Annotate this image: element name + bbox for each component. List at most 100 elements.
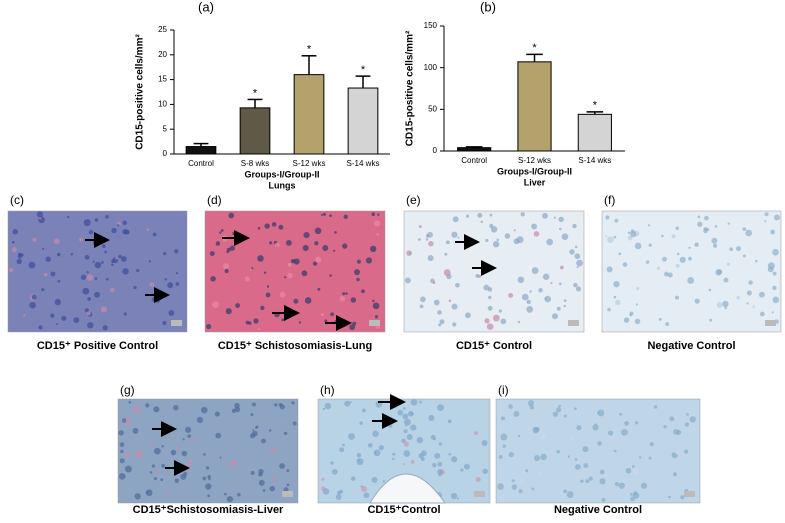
cell: [533, 231, 540, 237]
cell: [575, 286, 582, 292]
cell: [486, 323, 494, 330]
cell: [428, 414, 435, 421]
cell: [333, 249, 336, 252]
cell: [635, 421, 639, 425]
panel-caption: CD15⁺Control: [367, 504, 440, 516]
cell: [671, 234, 676, 239]
cell: [100, 306, 108, 313]
cell: [697, 221, 703, 227]
cell: [119, 442, 125, 448]
cell: [356, 458, 364, 466]
cell: [188, 459, 193, 464]
cell: [94, 291, 101, 298]
cell: [42, 247, 45, 251]
cell: [630, 496, 635, 502]
cell: [663, 424, 667, 429]
cell: [54, 299, 61, 306]
cell: [252, 429, 255, 432]
cell: [292, 421, 297, 426]
cell: [174, 478, 180, 484]
cell: [607, 236, 614, 243]
cell: [433, 437, 436, 441]
significance-marker: *: [307, 44, 312, 56]
cell: [627, 236, 633, 241]
cell: [736, 246, 742, 252]
cell: [50, 271, 56, 277]
cell: [404, 424, 407, 427]
cell: [118, 430, 124, 436]
cell: [434, 452, 441, 459]
cell: [438, 442, 443, 446]
cell: [209, 251, 215, 257]
error-bar: [247, 98, 263, 108]
cell: [219, 231, 222, 234]
cell: [349, 401, 352, 404]
cell: [481, 440, 488, 447]
cell: [401, 438, 406, 444]
cell: [269, 485, 276, 492]
cell: [228, 212, 235, 219]
cell: [237, 493, 241, 497]
cell: [529, 290, 532, 293]
cell: [438, 323, 442, 327]
cell: [350, 297, 357, 303]
cell: [504, 233, 511, 239]
cell: [261, 438, 266, 444]
cell: [531, 223, 538, 230]
cell: [746, 290, 752, 296]
cell: [118, 254, 122, 259]
x-tick-label: S-14 wks: [347, 159, 380, 168]
cell: [439, 319, 445, 325]
cell: [330, 461, 334, 465]
cell: [285, 239, 292, 246]
cell: [293, 258, 300, 265]
cell: [574, 253, 581, 260]
cell: [404, 277, 411, 284]
cell: [645, 260, 650, 264]
cell: [624, 421, 630, 426]
cell: [145, 403, 150, 408]
cell: [428, 240, 434, 247]
cell: [418, 225, 422, 229]
cell: [210, 276, 216, 282]
significance-marker: *: [532, 42, 537, 54]
cell: [599, 469, 605, 475]
cell: [258, 327, 261, 330]
cell: [556, 306, 561, 311]
cell: [448, 452, 452, 456]
cell: [668, 495, 671, 499]
cell: [343, 214, 348, 219]
cell: [260, 305, 265, 311]
cell: [270, 446, 276, 452]
significance-marker: *: [361, 64, 366, 76]
cell: [672, 472, 677, 477]
cell: [448, 299, 452, 303]
cell: [324, 319, 328, 323]
cell: [314, 241, 319, 246]
cell: [614, 482, 619, 487]
cell: [676, 252, 680, 256]
cell: [373, 449, 381, 457]
micrograph-bg: [495, 398, 701, 504]
cell: [452, 322, 457, 327]
cell: [279, 463, 285, 469]
cell: [511, 479, 515, 483]
cell: [312, 261, 318, 266]
panel-caption: Negative Control: [554, 504, 642, 516]
cell: [361, 289, 365, 294]
cell: [50, 313, 55, 318]
cell: [635, 303, 638, 306]
cell: [224, 269, 229, 274]
cell: [162, 321, 167, 325]
cell: [43, 272, 48, 277]
cell: [437, 404, 444, 412]
scale-bar: [282, 491, 293, 497]
cell: [356, 259, 361, 264]
cell: [86, 311, 91, 316]
significance-marker: *: [253, 87, 258, 99]
cell: [745, 229, 753, 237]
cell: [498, 454, 503, 459]
cell: [632, 492, 640, 499]
cell: [687, 277, 695, 284]
